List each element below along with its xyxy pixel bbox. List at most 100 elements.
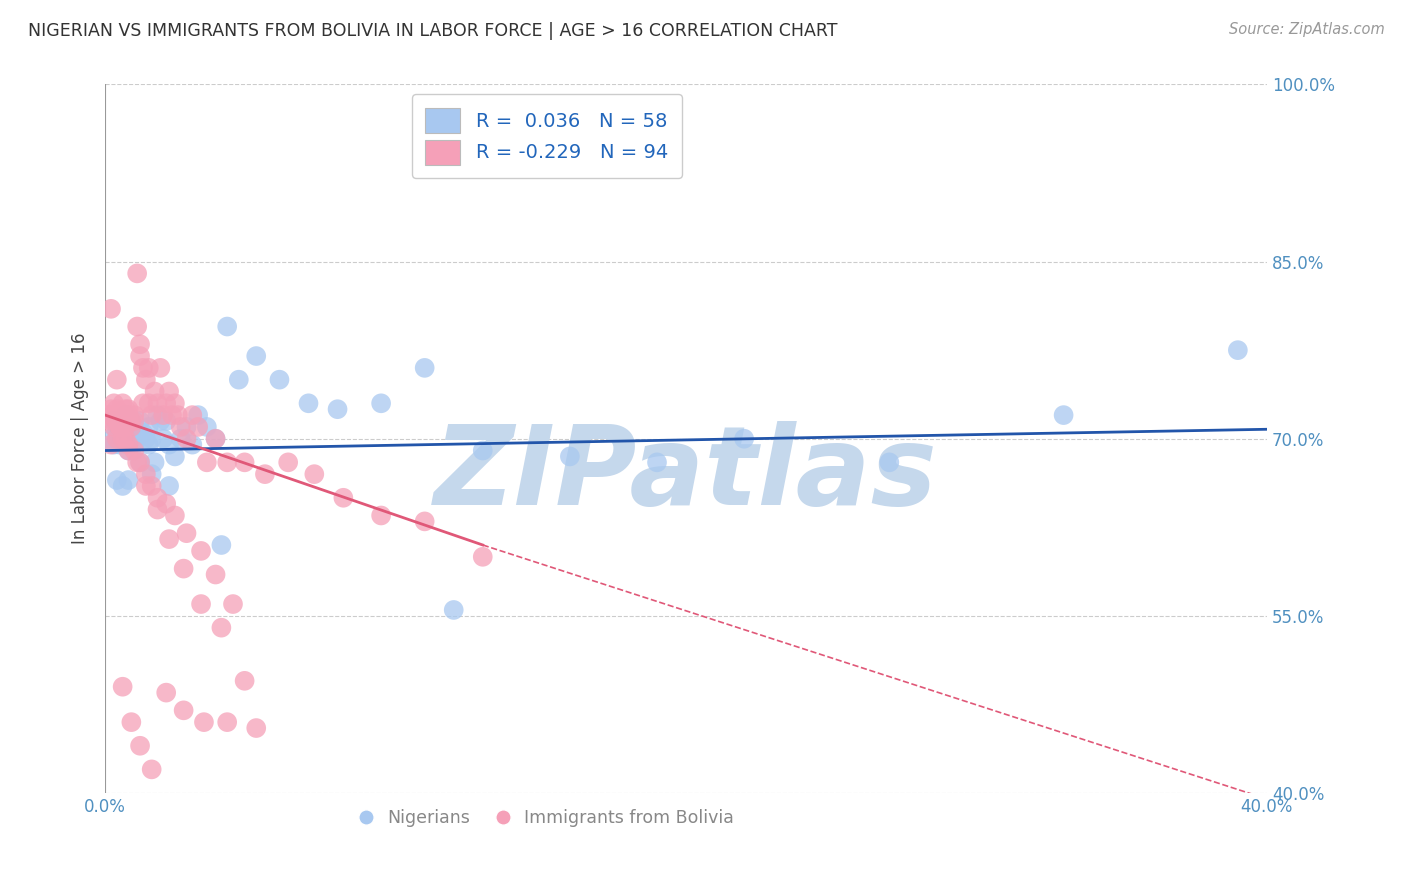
- Point: [157, 532, 180, 546]
- Point: [135, 432, 157, 446]
- Point: [155, 685, 177, 699]
- Point: [204, 432, 226, 446]
- Point: [122, 420, 145, 434]
- Point: [157, 384, 180, 399]
- Point: [117, 437, 139, 451]
- Point: [217, 455, 239, 469]
- Point: [152, 432, 174, 446]
- Text: ZIPatlas: ZIPatlas: [434, 421, 938, 528]
- Point: [733, 432, 755, 446]
- Point: [443, 603, 465, 617]
- Point: [143, 384, 166, 399]
- Point: [111, 680, 134, 694]
- Point: [146, 396, 169, 410]
- Point: [155, 497, 177, 511]
- Point: [111, 432, 134, 446]
- Point: [879, 455, 901, 469]
- Point: [143, 455, 166, 469]
- Point: [173, 703, 195, 717]
- Point: [103, 414, 125, 428]
- Point: [108, 420, 131, 434]
- Point: [108, 420, 131, 434]
- Point: [193, 715, 215, 730]
- Point: [138, 396, 160, 410]
- Point: [105, 402, 128, 417]
- Point: [204, 567, 226, 582]
- Point: [157, 437, 180, 451]
- Point: [471, 549, 494, 564]
- Point: [152, 408, 174, 422]
- Point: [413, 515, 436, 529]
- Point: [129, 337, 152, 351]
- Point: [100, 402, 122, 417]
- Point: [103, 420, 125, 434]
- Point: [117, 408, 139, 422]
- Point: [105, 414, 128, 428]
- Point: [122, 408, 145, 422]
- Point: [108, 437, 131, 451]
- Point: [120, 414, 142, 428]
- Text: NIGERIAN VS IMMIGRANTS FROM BOLIVIA IN LABOR FORCE | AGE > 16 CORRELATION CHART: NIGERIAN VS IMMIGRANTS FROM BOLIVIA IN L…: [28, 22, 838, 40]
- Point: [209, 621, 232, 635]
- Point: [117, 443, 139, 458]
- Point: [105, 432, 128, 446]
- Point: [97, 408, 120, 422]
- Point: [127, 319, 149, 334]
- Point: [304, 467, 326, 482]
- Point: [269, 373, 291, 387]
- Point: [135, 467, 157, 482]
- Point: [195, 420, 218, 434]
- Point: [176, 526, 198, 541]
- Point: [100, 414, 122, 428]
- Point: [111, 432, 134, 446]
- Point: [233, 673, 256, 688]
- Point: [120, 715, 142, 730]
- Point: [645, 455, 668, 469]
- Point: [141, 763, 163, 777]
- Point: [129, 455, 152, 469]
- Point: [114, 414, 136, 428]
- Point: [166, 408, 188, 422]
- Point: [100, 432, 122, 446]
- Point: [558, 450, 581, 464]
- Point: [245, 721, 267, 735]
- Point: [155, 396, 177, 410]
- Point: [173, 561, 195, 575]
- Point: [176, 432, 198, 446]
- Point: [111, 479, 134, 493]
- Point: [170, 432, 193, 446]
- Point: [370, 396, 392, 410]
- Point: [135, 479, 157, 493]
- Point: [170, 420, 193, 434]
- Point: [129, 739, 152, 753]
- Point: [181, 408, 204, 422]
- Point: [149, 360, 172, 375]
- Point: [195, 455, 218, 469]
- Point: [117, 443, 139, 458]
- Point: [217, 715, 239, 730]
- Point: [129, 455, 152, 469]
- Point: [146, 491, 169, 505]
- Point: [190, 544, 212, 558]
- Point: [181, 437, 204, 451]
- Point: [176, 420, 198, 434]
- Point: [141, 408, 163, 422]
- Point: [297, 396, 319, 410]
- Point: [100, 301, 122, 316]
- Point: [277, 455, 299, 469]
- Legend: Nigerians, Immigrants from Bolivia: Nigerians, Immigrants from Bolivia: [353, 802, 741, 834]
- Point: [114, 420, 136, 434]
- Point: [111, 408, 134, 422]
- Point: [103, 396, 125, 410]
- Point: [132, 360, 155, 375]
- Point: [117, 473, 139, 487]
- Point: [138, 360, 160, 375]
- Point: [138, 437, 160, 451]
- Point: [127, 455, 149, 469]
- Point: [111, 396, 134, 410]
- Point: [103, 437, 125, 451]
- Point: [114, 432, 136, 446]
- Point: [105, 425, 128, 440]
- Point: [117, 425, 139, 440]
- Point: [129, 349, 152, 363]
